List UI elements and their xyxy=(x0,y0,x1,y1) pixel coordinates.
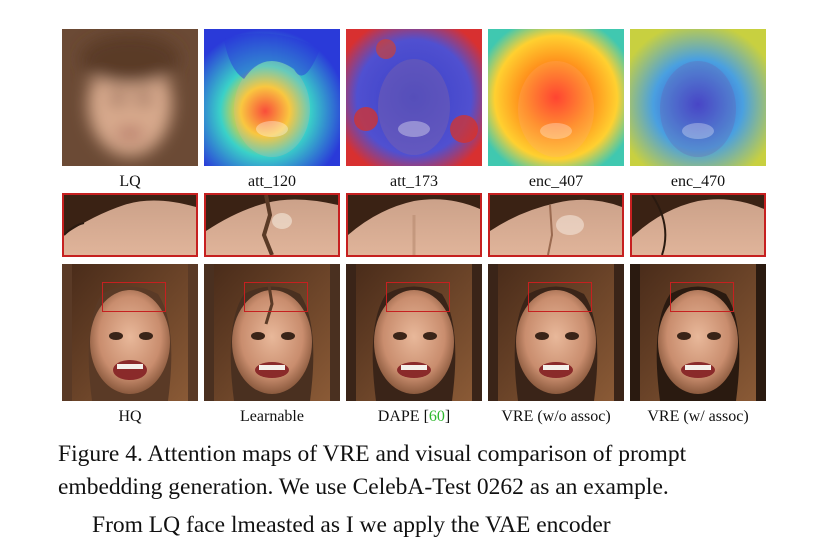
citation-link[interactable]: 60 xyxy=(428,408,445,425)
zoom-crop-vre-wo-assoc xyxy=(488,193,624,257)
zoom-crop-dape xyxy=(346,193,482,257)
figure-caption: Figure 4. Attention maps of VRE and visu… xyxy=(58,441,687,500)
roi-box xyxy=(528,282,592,312)
roi-box xyxy=(244,282,308,312)
label-dape: DAPE [60] xyxy=(377,408,451,425)
lq-image xyxy=(62,29,198,166)
learnable-image xyxy=(204,264,340,401)
label-vre-wo-assoc: VRE (w/o assoc) xyxy=(501,408,611,425)
label-att-173: att_173 xyxy=(390,173,438,190)
roi-box xyxy=(102,282,166,312)
body-text-cutoff: From LQ face lmeasted as I we apply the … xyxy=(92,512,611,538)
attention-row xyxy=(62,29,766,166)
label-enc-470: enc_470 xyxy=(670,173,726,190)
roi-box xyxy=(386,282,450,312)
attention-map-enc-470 xyxy=(630,29,766,166)
attention-map-att-120 xyxy=(204,29,340,166)
attention-map-att-173 xyxy=(346,29,482,166)
dape-image xyxy=(346,264,482,401)
attention-labels: LQ att_120 att_173 enc_407 enc_470 xyxy=(62,173,766,191)
label-att-120: att_120 xyxy=(248,173,296,190)
zoom-crop-vre-w-assoc xyxy=(630,193,766,257)
label-enc-407: enc_407 xyxy=(528,173,584,190)
label-learnable: Learnable xyxy=(240,408,304,425)
hq-image xyxy=(62,264,198,401)
restoration-row xyxy=(62,264,766,401)
vre-wo-assoc-image xyxy=(488,264,624,401)
vre-w-assoc-image xyxy=(630,264,766,401)
zoom-crop-hq xyxy=(62,193,198,257)
label-lq: LQ xyxy=(119,173,141,190)
label-vre-w-assoc: VRE (w/ assoc) xyxy=(647,408,749,425)
roi-box xyxy=(670,282,734,312)
zoom-row xyxy=(62,193,766,257)
restoration-labels: HQ Learnable DAPE [60] VRE (w/o assoc) V… xyxy=(62,408,766,426)
zoom-crop-learnable xyxy=(204,193,340,257)
label-hq: HQ xyxy=(118,408,142,425)
attention-map-enc-407 xyxy=(488,29,624,166)
